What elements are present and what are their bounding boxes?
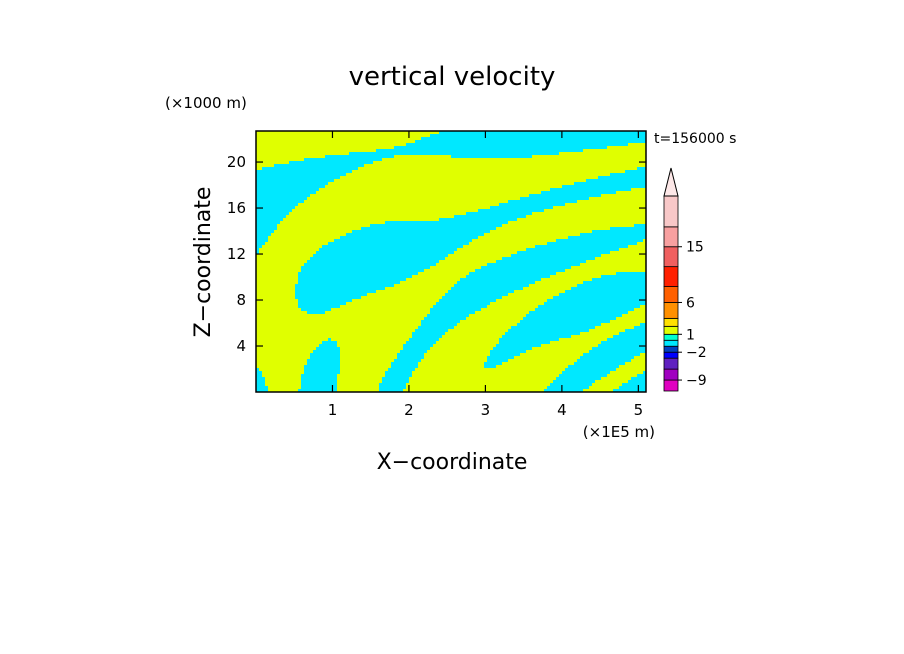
time-label: t=156000 s [654,131,736,147]
colorbar-segment [663,226,679,248]
colorbar-label: −9 [686,373,707,389]
y-unit-label: (×1000 m) [165,94,247,112]
colorbar-label: 15 [686,240,704,256]
x-axis: 1 2 3 4 5 [328,131,643,419]
colorbar-label: −2 [686,345,707,361]
field-positive-region [256,131,646,392]
colorbar-segment [663,286,679,303]
colorbar-segment [663,339,679,347]
y-tick-label: 12 [227,245,246,263]
colorbar-segment [663,333,679,341]
colorbar-segment [663,368,679,381]
x-axis-label: X−coordinate [377,450,528,475]
x-tick-label: 1 [328,401,338,419]
y-axis-label: Z−coordinate [191,187,216,338]
x-unit-label: (×1E5 m) [583,423,655,441]
y-tick-label: 20 [227,153,246,171]
colorbar-segment [663,351,679,359]
y-axis: 4 8 12 16 20 [227,153,646,355]
colorbar-segment [663,357,679,370]
colorbar-segment [663,195,679,228]
x-tick-label: 4 [557,401,567,419]
colorbar-label: 1 [686,327,695,343]
colorbar-segment [663,379,679,392]
colorbar-segment [663,317,679,327]
colorbar: 15 6 1 −2 −9 [663,167,707,392]
chart-title: vertical velocity [349,62,556,92]
x-tick-label: 3 [481,401,491,419]
colorbar-extension [663,167,679,197]
colorbar-segment [663,345,679,353]
y-tick-label: 8 [236,291,246,309]
colorbar-label: 6 [686,295,695,311]
colorbar-segment [663,246,679,268]
colorbar-segment [663,302,679,319]
velocity-field [256,131,646,392]
x-tick-label: 2 [404,401,414,419]
colorbar-segment [663,325,679,335]
plot-frame [255,130,647,393]
y-tick-label: 16 [227,199,246,217]
y-tick-label: 4 [236,337,246,355]
colorbar-segment [663,266,679,287]
x-tick-label: 5 [634,401,644,419]
